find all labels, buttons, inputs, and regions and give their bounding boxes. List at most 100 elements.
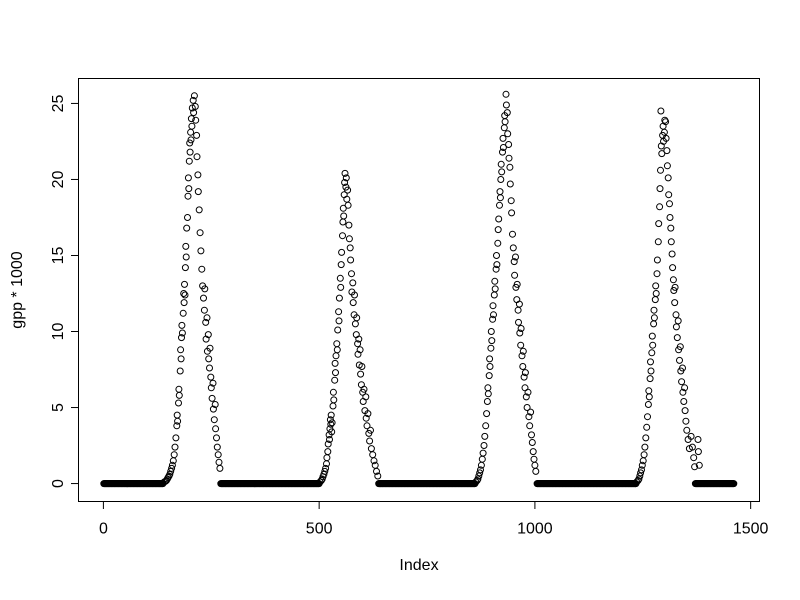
scatter-point	[663, 147, 671, 155]
scatter-point	[669, 264, 677, 272]
scatter-point	[502, 101, 510, 109]
scatter-point	[482, 422, 490, 430]
scatter-point	[497, 176, 505, 183]
scatter-point	[179, 309, 187, 317]
scatter-point	[667, 238, 675, 246]
scatter-point	[184, 174, 192, 182]
scatter-point	[490, 291, 498, 299]
scatter-point	[656, 185, 664, 193]
scatter-point	[339, 232, 346, 240]
scatter-point	[678, 378, 686, 386]
x-tick-label: 500	[306, 521, 333, 538]
scatter-point	[173, 411, 181, 419]
scatter-point	[523, 404, 531, 411]
scatter-point	[519, 347, 527, 355]
scatter-point	[331, 376, 339, 384]
scatter-point	[498, 168, 506, 176]
scatter-point	[184, 192, 192, 200]
scatter-point	[668, 250, 676, 258]
scatter-point	[494, 239, 502, 247]
scatter-point	[216, 464, 224, 472]
scatter-point	[497, 160, 505, 168]
scatter-point	[186, 148, 194, 156]
scatter-point	[515, 318, 522, 326]
scatter-point	[638, 461, 646, 469]
scatter-point	[329, 388, 337, 396]
scatter-point	[338, 248, 346, 256]
zero-baseline-points	[100, 480, 738, 488]
scatter-point	[663, 162, 671, 170]
scatter-point	[517, 341, 525, 349]
scatter-point	[695, 461, 703, 469]
scatter-point	[524, 388, 532, 396]
scatter-point	[694, 448, 702, 456]
y-tick-label: 10	[50, 323, 67, 341]
scatter-point	[328, 428, 336, 436]
scatter-point	[209, 405, 217, 413]
scatter-point	[676, 356, 683, 364]
scatter-point	[486, 363, 494, 370]
scatter-point	[683, 426, 691, 434]
scatter-point	[192, 116, 200, 124]
scatter-point	[475, 472, 483, 480]
scatter-point	[207, 384, 215, 392]
scatter-point	[637, 469, 645, 477]
scatter-point	[487, 344, 495, 352]
scatter-point	[653, 270, 661, 278]
scatter-point	[527, 408, 535, 416]
scatter-point	[333, 340, 341, 348]
scatter-point	[477, 466, 484, 474]
scatter-point	[202, 318, 210, 326]
scatter-point	[691, 463, 699, 471]
scatter-point	[324, 448, 332, 456]
scatter-point	[351, 320, 359, 328]
scatter-point	[337, 261, 345, 269]
scatter-point	[650, 320, 658, 328]
scatter-point	[485, 372, 493, 380]
scatter-point	[505, 154, 513, 162]
scatter-point	[679, 388, 687, 396]
scatter-point	[344, 186, 352, 194]
scatter-point	[644, 413, 651, 421]
scatter-point	[194, 188, 202, 196]
scatter-point	[642, 434, 650, 442]
scatter-point	[673, 334, 681, 342]
scatter-point	[635, 475, 643, 483]
scatter-point	[665, 191, 673, 199]
scatter-point	[644, 401, 652, 408]
scatter-point	[513, 296, 521, 304]
scatter-point	[211, 401, 219, 408]
scatter-point	[195, 206, 203, 214]
scatter-point	[343, 195, 351, 203]
scatter-point	[207, 373, 215, 381]
scatter-point	[334, 326, 342, 334]
scatter-point	[358, 363, 366, 370]
scatter-point	[333, 346, 341, 354]
scatter-point	[669, 276, 677, 284]
scatter-point	[516, 329, 524, 337]
scatter-point	[180, 290, 188, 297]
scatter-point	[329, 402, 337, 410]
scatter-point	[484, 384, 492, 392]
scatter-point	[647, 358, 654, 366]
scatter-point	[666, 214, 674, 221]
scatter-point	[175, 385, 183, 393]
scatter-point	[517, 325, 525, 332]
scatter-point	[193, 153, 201, 161]
scatter-point	[214, 451, 222, 459]
scatter-point	[326, 436, 333, 443]
scatter-point	[174, 417, 182, 425]
scatter-point	[322, 464, 330, 472]
scatter-point	[188, 122, 196, 130]
scatter-point	[514, 306, 522, 314]
scatter-point	[355, 335, 363, 343]
scatter-point	[184, 214, 191, 221]
scatter-point	[204, 331, 212, 339]
scatter-point	[650, 306, 658, 314]
scatter-point	[671, 299, 679, 307]
scatter-point	[491, 285, 499, 293]
scatter-point	[679, 364, 686, 372]
scatter-point	[481, 432, 489, 440]
scatter-point	[636, 472, 644, 480]
